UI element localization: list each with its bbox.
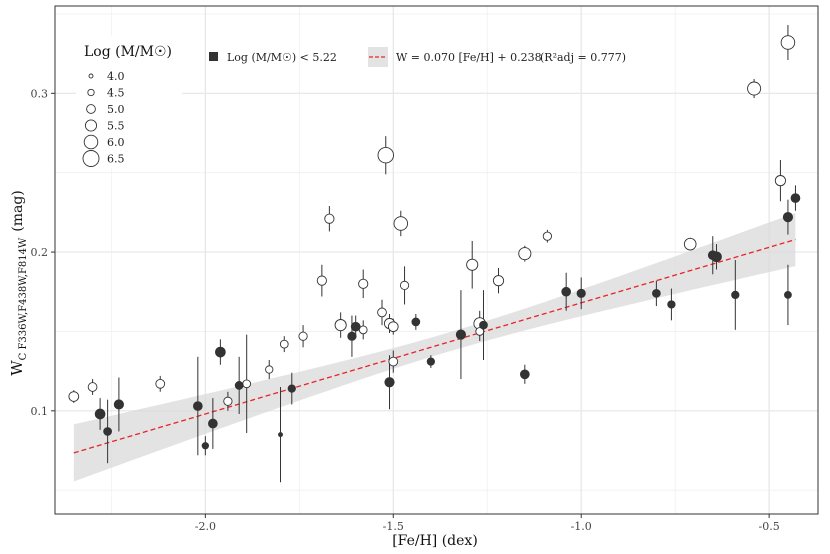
data-point-filled <box>790 193 801 203</box>
confidence-band-layer <box>73 213 796 482</box>
data-point-filled <box>278 432 283 438</box>
data-point-open <box>387 321 399 333</box>
data-point-open <box>87 382 98 392</box>
data-point-filled <box>652 288 661 298</box>
size-legend-key <box>87 88 95 97</box>
data-point-filled <box>347 331 357 341</box>
series-legend: Log (M/M☉) < 5.22 W = 0.070 [Fe/H] + 0.2… <box>209 47 626 67</box>
data-point-open <box>542 231 552 241</box>
size-legend-label: 6.5 <box>107 153 125 166</box>
data-point-open <box>242 379 252 389</box>
data-point-filled <box>426 357 435 366</box>
data-point-open <box>358 278 369 289</box>
size-legend-key <box>88 73 94 79</box>
x-axis-ticks: -2.0 -1.5 -1.0 -0.5 <box>195 514 780 533</box>
size-legend-label: 5.5 <box>107 120 125 133</box>
size-legend-label: 6.0 <box>107 136 125 149</box>
data-point-filled <box>287 384 296 393</box>
size-legend-title: Log (M/M☉) <box>84 44 172 60</box>
data-point-filled <box>113 399 124 410</box>
size-legend-key <box>86 104 96 114</box>
x-tick-label: -1.5 <box>383 520 404 533</box>
data-point-filled <box>215 346 226 358</box>
data-point-filled <box>94 408 106 420</box>
y-tick-label: 0.2 <box>31 246 49 259</box>
x-axis-label: [Fe/H] (dex) <box>392 533 478 549</box>
size-legend-key <box>82 150 100 167</box>
data-point-open <box>518 247 532 261</box>
data-point-open <box>316 275 327 286</box>
size-legend-label: 5.0 <box>107 103 125 116</box>
size-legend-label: 4.0 <box>107 70 125 83</box>
data-point-open <box>334 319 347 332</box>
data-point-filled <box>561 286 572 297</box>
data-point-open <box>298 331 308 341</box>
size-legend-label: 4.5 <box>107 87 125 100</box>
data-point-open <box>265 365 274 374</box>
confidence-band <box>73 213 796 482</box>
data-point-open <box>475 327 485 336</box>
y-axis-ticks: 0.1 0.2 0.3 <box>31 87 55 418</box>
x-tick-label: -0.5 <box>759 520 780 533</box>
fit-legend-label: W = 0.070 [Fe/H] + 0.238 <box>396 51 542 64</box>
data-point-filled <box>103 427 112 436</box>
y-tick-label: 0.1 <box>31 405 49 418</box>
data-point-filled <box>208 418 218 429</box>
data-point-filled <box>350 321 361 332</box>
data-point-open <box>399 280 410 291</box>
data-point-filled <box>234 381 244 390</box>
data-point-filled <box>731 290 740 300</box>
data-point-filled <box>384 377 395 388</box>
data-point-filled <box>782 212 794 223</box>
data-point-open <box>683 237 697 251</box>
data-point-filled <box>201 442 209 450</box>
y-axis-label-unit: (mag) <box>10 190 26 232</box>
data-point-open <box>279 339 289 349</box>
data-point-open <box>68 391 80 402</box>
filled-legend-key <box>209 52 218 61</box>
y-tick-label: 0.3 <box>31 87 49 100</box>
x-tick-label: -1.0 <box>571 520 592 533</box>
filled-legend-label: Log (M/M☉) < 5.22 <box>227 51 337 64</box>
size-legend: Log (M/M☉) 4.0 4.5 5.0 5.5 6.0 6.5 <box>76 36 182 168</box>
y-axis-label: WC F336W,F438W,F814W (mag) <box>8 190 29 376</box>
fit-line <box>73 238 796 454</box>
data-point-filled <box>192 401 203 411</box>
plot-border <box>54 5 819 515</box>
fit-legend-r2: (R²adj = 0.777) <box>540 51 626 64</box>
x-tick-label: -2.0 <box>195 520 216 533</box>
data-point-filled <box>667 300 676 309</box>
data-point-filled <box>479 320 488 330</box>
y-axis-label-subscript: C F336W,F438W,F814W <box>18 237 29 360</box>
data-point-open <box>780 35 796 50</box>
data-point-open <box>393 216 409 231</box>
data-point-filled <box>711 251 722 263</box>
size-legend-key <box>83 134 99 150</box>
data-point-filled <box>455 329 467 340</box>
data-point-open <box>324 213 335 224</box>
data-point-filled <box>411 317 421 327</box>
data-point-open <box>377 307 387 318</box>
data-point-open <box>155 378 166 389</box>
data-point-filled <box>784 291 792 299</box>
data-point-open <box>492 275 505 287</box>
data-point-open <box>388 356 399 367</box>
data-point-open <box>747 81 762 96</box>
data-point-open <box>223 396 233 406</box>
data-point-open <box>466 258 479 271</box>
fit-line-layer <box>73 238 796 454</box>
data-point-open <box>774 175 786 187</box>
y-axis-label-main: W <box>8 360 26 376</box>
data-point-filled <box>576 288 586 298</box>
data-point-filled <box>519 369 530 380</box>
data-point-open <box>377 147 394 164</box>
points-layer <box>68 35 801 450</box>
size-legend-key <box>84 119 98 132</box>
